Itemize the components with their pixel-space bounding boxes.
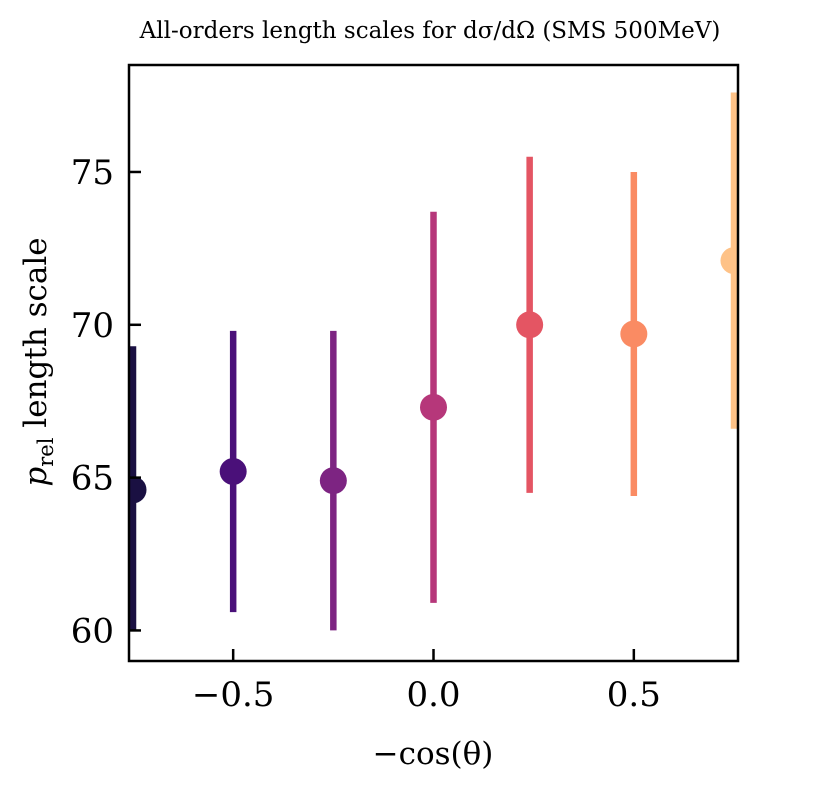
data-point-0	[129, 476, 147, 504]
y-tick-label-3: 75	[71, 153, 114, 193]
data-point-3	[420, 393, 447, 421]
data-point-2	[319, 467, 347, 495]
y-tick-label-1: 65	[71, 459, 114, 499]
y-axis-label-sub: rel	[34, 437, 58, 466]
data-point-6	[720, 247, 738, 275]
chart-title: All-orders length scales for dσ/dΩ (SMS …	[139, 18, 721, 44]
data-point-1	[219, 458, 247, 486]
x-tick-label-0: −0.5	[192, 675, 275, 715]
y-axis-label-rest: length scale	[18, 237, 54, 437]
data-point-4	[516, 311, 544, 339]
x-axis-label: −cos(θ)	[373, 736, 494, 772]
y-axis-label: prel length scale	[18, 237, 58, 486]
x-tick-label-1: 0.0	[406, 675, 460, 715]
data-point-5	[620, 320, 648, 348]
x-tick-label-2: 0.5	[607, 675, 661, 715]
y-axis-label-main: p	[18, 467, 54, 487]
y-tick-label-2: 70	[71, 306, 114, 346]
y-tick-label-0: 60	[71, 611, 114, 651]
